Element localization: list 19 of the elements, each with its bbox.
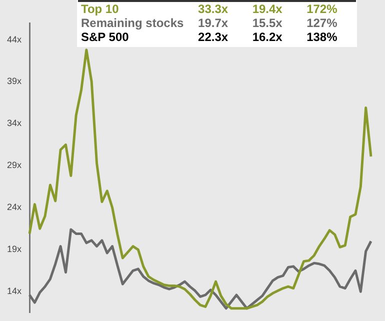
y-tick-label: 29x (6, 160, 22, 170)
annotation: 16.2x (251, 30, 284, 44)
y-tick-label: 24x (6, 202, 22, 212)
annotation: 15.5x (251, 16, 284, 30)
annotation: S&P 500 (80, 30, 130, 44)
annotation: 22.3x (197, 30, 230, 44)
text: Remaining stocks (80, 16, 185, 30)
text: 19.4x (251, 2, 284, 16)
y-tick-label: 14x (6, 286, 22, 296)
text: 33.3x (197, 2, 230, 16)
y-tick-label: 44x (6, 34, 22, 44)
y-tick-label: 19x (6, 244, 22, 254)
text: Top 10 (80, 2, 120, 16)
annotation: 138% (306, 30, 338, 44)
y-tick-label: 39x (6, 76, 22, 86)
annotation: 127% (306, 16, 338, 30)
text: 172% (306, 2, 338, 16)
y-tick-label: 34x (6, 118, 22, 128)
annotation: 19.7x (197, 16, 230, 30)
